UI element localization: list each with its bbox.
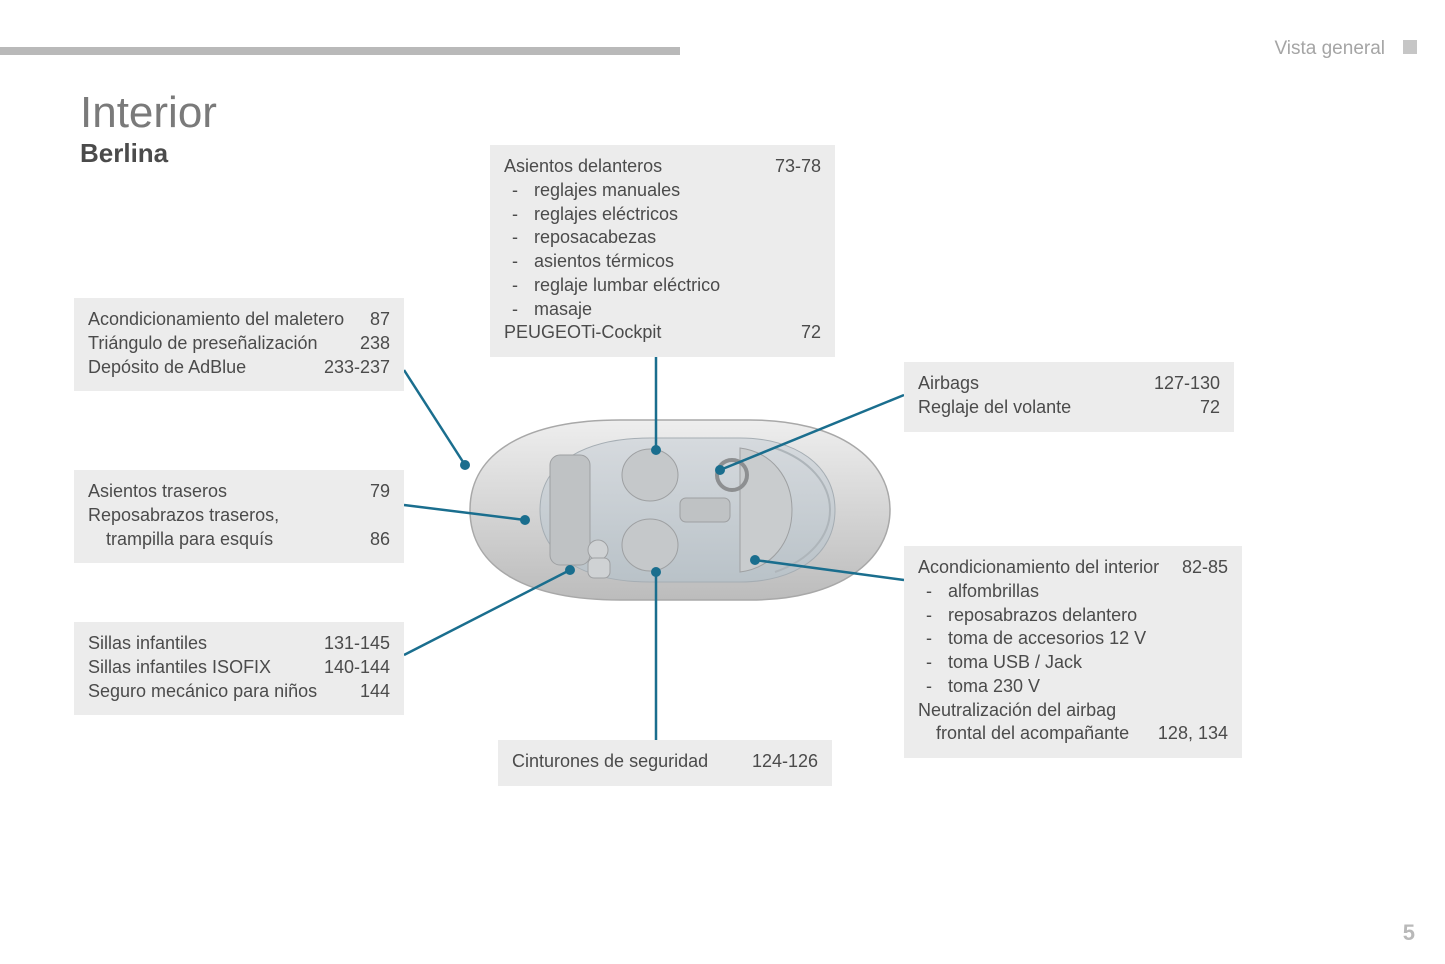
row-label: frontal del acompañante [918,722,1138,746]
row-label: Asientos traseros [88,480,350,504]
row-label: Acondicionamiento del interior [918,556,1162,580]
page-subtitle: Berlina [80,138,168,169]
row-pages: 128, 134 [1158,722,1228,746]
row-pages: 87 [370,308,390,332]
row-label: Sillas infantiles [88,632,304,656]
info-row: frontal del acompañante 128, 134 [918,722,1228,746]
info-row: Reposabrazos traseros, [88,504,390,528]
row-pages: 127-130 [1154,372,1220,396]
row-label: Depósito de AdBlue [88,356,304,380]
row-label: Airbags [918,372,1134,396]
sub-item: asientos térmicos [504,250,821,274]
row-label: PEUGEOTi-Cockpit [504,321,781,345]
sub-item: reglaje lumbar eléctrico [504,274,821,298]
row-label: Acondicionamiento del maletero [88,308,350,332]
info-row: Sillas infantiles ISOFIX 140-144 [88,656,390,680]
row-label: Reglaje del volante [918,396,1180,420]
section-label: Vista general [1274,38,1385,60]
row-label: Neutralización del airbag [918,699,1228,723]
sub-item: reglajes manuales [504,179,821,203]
info-row: Asientos delanteros 73-78 [504,155,821,179]
row-label: Cinturones de seguridad [512,750,732,774]
sub-item: toma de accesorios 12 V [918,627,1228,651]
info-box-box6: Airbags 127-130Reglaje del volante 72 [904,362,1234,432]
header-bar [0,47,680,55]
section-marker [1403,40,1417,54]
row-pages: 86 [370,528,390,552]
row-pages: 72 [801,321,821,345]
info-row: Asientos traseros 79 [88,480,390,504]
info-row: Acondicionamiento del maletero 87 [88,308,390,332]
row-pages: 233-237 [324,356,390,380]
sub-item: reposacabezas [504,226,821,250]
row-label: Reposabrazos traseros, [88,504,390,528]
row-label: Asientos delanteros [504,155,755,179]
info-box-box2: Asientos traseros 79Reposabrazos traseros… [74,470,404,563]
info-row: Seguro mecánico para niños 144 [88,680,390,704]
row-pages: 124-126 [752,750,818,774]
info-row: Depósito de AdBlue 233-237 [88,356,390,380]
row-pages: 238 [360,332,390,356]
info-box-box7: Acondicionamiento del interior 82-85alfom… [904,546,1242,758]
row-label: Triángulo de preseñalización [88,332,340,356]
info-row: PEUGEOTi-Cockpit 72 [504,321,821,345]
sub-item: toma USB / Jack [918,651,1228,675]
sub-item: reposabrazos delantero [918,604,1228,628]
info-row: Neutralización del airbag [918,699,1228,723]
info-box-box4: Asientos delanteros 73-78reglajes manuale… [490,145,835,357]
row-label: Seguro mecánico para niños [88,680,340,704]
info-box-box1: Acondicionamiento del maletero87Triángul… [74,298,404,391]
info-row: trampilla para esquís 86 [88,528,390,552]
info-row: Acondicionamiento del interior 82-85 [918,556,1228,580]
row-label: Sillas infantiles ISOFIX [88,656,304,680]
row-pages: 144 [360,680,390,704]
info-row: Reglaje del volante 72 [918,396,1220,420]
info-box-box3: Sillas infantiles131-145Sillas infantile… [74,622,404,715]
row-pages: 131-145 [324,632,390,656]
sub-item: masaje [504,298,821,322]
row-pages: 140-144 [324,656,390,680]
row-pages: 82-85 [1182,556,1228,580]
sub-item: toma 230 V [918,675,1228,699]
page-title: Interior [80,88,217,138]
car-diagram [440,400,900,620]
sub-item: reglajes eléctricos [504,203,821,227]
row-pages: 73-78 [775,155,821,179]
sub-item: alfombrillas [918,580,1228,604]
info-row: Cinturones de seguridad 124-126 [512,750,818,774]
row-label: trampilla para esquís [88,528,350,552]
row-pages: 72 [1200,396,1220,420]
info-row: Triángulo de preseñalización 238 [88,332,390,356]
info-row: Airbags 127-130 [918,372,1220,396]
info-row: Sillas infantiles 131-145 [88,632,390,656]
row-pages: 79 [370,480,390,504]
info-box-box5: Cinturones de seguridad 124-126 [498,740,832,786]
page-number: 5 [1403,920,1415,946]
